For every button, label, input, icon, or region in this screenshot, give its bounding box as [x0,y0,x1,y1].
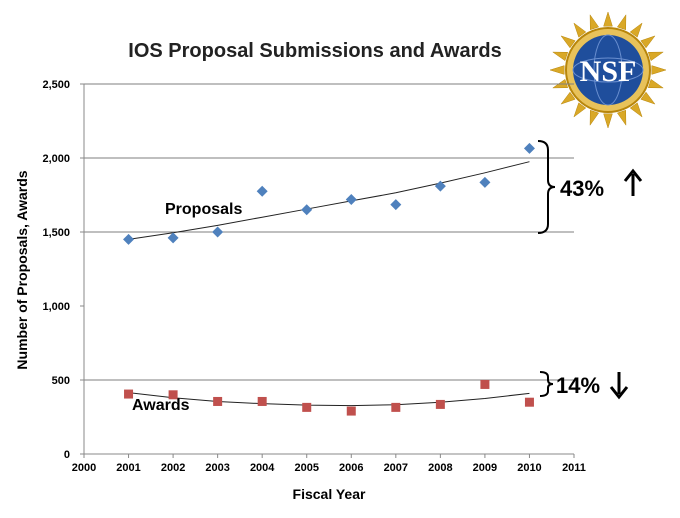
up-arrow-icon [623,168,643,196]
x-tick-label: 2000 [72,462,96,474]
awards-point [257,396,267,406]
logo-ray [552,51,569,62]
logo-ray [560,35,576,49]
y-tick-label: 0 [64,449,70,461]
nsf-logo-rays [549,11,667,129]
y-tick-label: 500 [52,375,70,387]
x-tick-label: 2010 [517,462,541,474]
x-tick-label: 2008 [428,462,452,474]
proposals-trendline [128,161,530,240]
logo-ray [640,35,656,49]
logo-ray [603,113,613,129]
logo-ray [549,65,565,75]
awards-change-label: 14% [556,373,600,398]
logo-ray [589,14,600,31]
awards-series-label: Awards [132,397,190,414]
y-axis-label: Number of Proposals, Awards [14,170,30,369]
proposals-point [345,193,357,205]
proposals-point [479,176,491,188]
chart-title: IOS Proposal Submissions and Awards [128,40,501,62]
x-tick-labels: 2000 2001 2002 2003 2004 2005 2006 2007 2008 2009… [72,454,586,474]
y-tick-labels: 0 500 1,000 1,500 2,000 2,500 [42,79,84,461]
logo-ray [573,22,587,38]
logo-ray [651,65,667,75]
proposals-point [212,226,224,238]
proposals-point [434,180,446,192]
logo-ray [640,91,656,105]
x-tick-label: 2007 [384,462,408,474]
proposals-series-label: Proposals [165,201,242,218]
data-points [123,142,535,416]
y-tick-label: 2,500 [42,79,70,91]
nsf-logo-text: NSF [580,55,637,88]
logo-ray [629,102,643,118]
proposals-change-label: 43% [560,176,604,201]
awards-point [480,379,490,389]
logo-ray [647,51,664,62]
x-tick-label: 2011 [562,462,586,474]
logo-ray [603,11,613,27]
nsf-logo: NSF [549,11,667,129]
logo-ray [589,109,600,126]
x-tick-label: 2006 [339,462,363,474]
down-arrow-icon [609,372,629,400]
gridlines [84,83,574,381]
awards-point [346,406,356,416]
trendlines [128,161,530,407]
x-axis-label: Fiscal Year [293,486,366,502]
proposals-point [123,233,135,245]
axes [83,84,574,455]
y-tick-label: 1,500 [42,227,70,239]
awards-change-annotation: 14% [539,371,629,400]
nsf-logo-globe [573,35,643,105]
y-tick-label: 1,000 [42,301,70,313]
x-tick-label: 2009 [473,462,497,474]
proposals-point [256,185,268,197]
logo-ray [629,22,643,38]
awards-point [435,399,445,409]
proposals-point [301,204,313,216]
proposals-brace [537,140,556,234]
x-tick-label: 2003 [205,462,229,474]
proposals-point [167,232,179,244]
logo-ray [647,78,664,89]
x-tick-label: 2002 [161,462,185,474]
awards-point [302,402,312,412]
x-tick-label: 2005 [294,462,318,474]
x-tick-label: 2004 [250,462,275,474]
awards-point [524,397,534,407]
logo-ray [616,14,627,31]
logo-ray [560,91,576,105]
x-tick-label: 2001 [116,462,140,474]
awards-point [213,396,223,406]
awards-point [168,390,178,400]
awards-trendline [128,392,530,407]
logo-ray [573,102,587,118]
awards-point [124,389,134,399]
proposals-change-annotation: 43% [537,140,643,234]
awards-point [391,402,401,412]
proposals-point [523,142,535,154]
awards-brace [539,371,554,397]
proposals-point [390,199,402,211]
y-tick-label: 2,000 [42,153,70,165]
logo-ray [616,109,627,126]
